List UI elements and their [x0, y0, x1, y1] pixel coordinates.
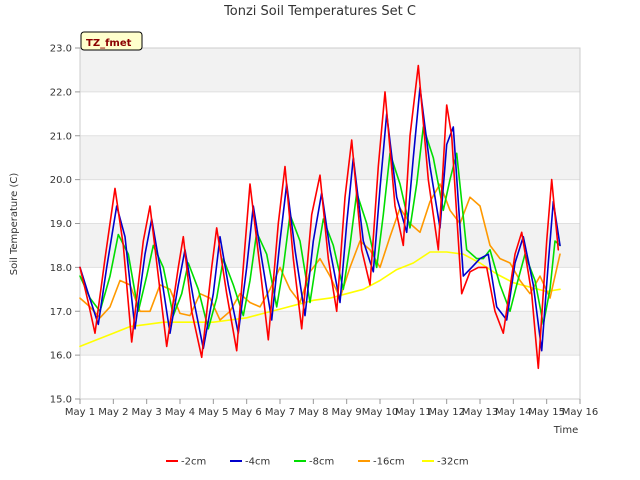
site-tag: TZ_fmet — [80, 31, 143, 51]
legend: -2cm -4cm -8cm -16cm -32cm — [166, 457, 469, 468]
y-tick-label: 17.0 — [50, 307, 72, 318]
x-tick-label: May 14 — [495, 407, 532, 418]
legend-label: -4cm — [245, 457, 270, 468]
y-tick-label: 16.0 — [50, 351, 72, 362]
grid-band — [80, 91, 580, 136]
x-tick-label: May 6 — [232, 407, 262, 418]
series-line-32cmcm — [79, 251, 561, 348]
x-axis-ticks: May 1 May 2 May 3 May 4 May 5 May 6 May 7 May 8… — [65, 399, 598, 418]
site-tag-label: TZ_fmet — [86, 38, 132, 49]
y-tick-label: 15.0 — [50, 395, 72, 406]
x-axis-label: Time — [553, 425, 578, 436]
x-tick-label: May 2 — [98, 407, 128, 418]
x-tick-label: May 7 — [265, 407, 295, 418]
series-line-4cmcm — [79, 86, 561, 352]
x-tick-label: May 16 — [562, 407, 599, 418]
series-line-2cmcm — [79, 64, 560, 370]
y-axis-label: Soil Temperature (C) — [9, 173, 20, 276]
x-tick-label: May 5 — [198, 407, 228, 418]
x-tick-label: May 10 — [362, 407, 399, 418]
grid-band — [80, 179, 580, 224]
series-lines — [79, 64, 561, 370]
x-tick-label: May 9 — [332, 407, 362, 418]
y-tick-label: 22.0 — [50, 87, 72, 98]
chart-title: Tonzi Soil Temperatures Set C — [223, 4, 416, 19]
y-axis-ticks: 15.0 16.0 17.0 18.0 19.0 20.0 21.0 22.0 23.0 — [50, 44, 80, 406]
y-tick-label: 20.0 — [50, 175, 72, 186]
y-tick-label: 21.0 — [50, 131, 72, 142]
legend-label: -32cm — [437, 457, 469, 468]
x-tick-label: May 13 — [462, 407, 499, 418]
grid-band — [80, 48, 580, 92]
x-tick-label: May 11 — [395, 407, 432, 418]
x-tick-label: May 15 — [528, 407, 565, 418]
plot-background-bands — [80, 48, 580, 400]
grid-band — [80, 355, 580, 399]
site-tag-box — [80, 31, 143, 51]
legend-label: -16cm — [373, 457, 405, 468]
x-tick-label: May 12 — [428, 407, 465, 418]
grid-band — [80, 135, 580, 180]
y-tick-label: 19.0 — [50, 219, 72, 230]
legend-label: -8cm — [309, 457, 334, 468]
y-tick-label: 18.0 — [50, 263, 72, 274]
x-tick-label: May 8 — [298, 407, 328, 418]
x-tick-label: May 1 — [65, 407, 95, 418]
legend-label: -2cm — [181, 457, 206, 468]
x-tick-label: May 3 — [132, 407, 162, 418]
x-tick-label: May 4 — [165, 407, 195, 418]
y-tick-label: 23.0 — [50, 44, 72, 55]
